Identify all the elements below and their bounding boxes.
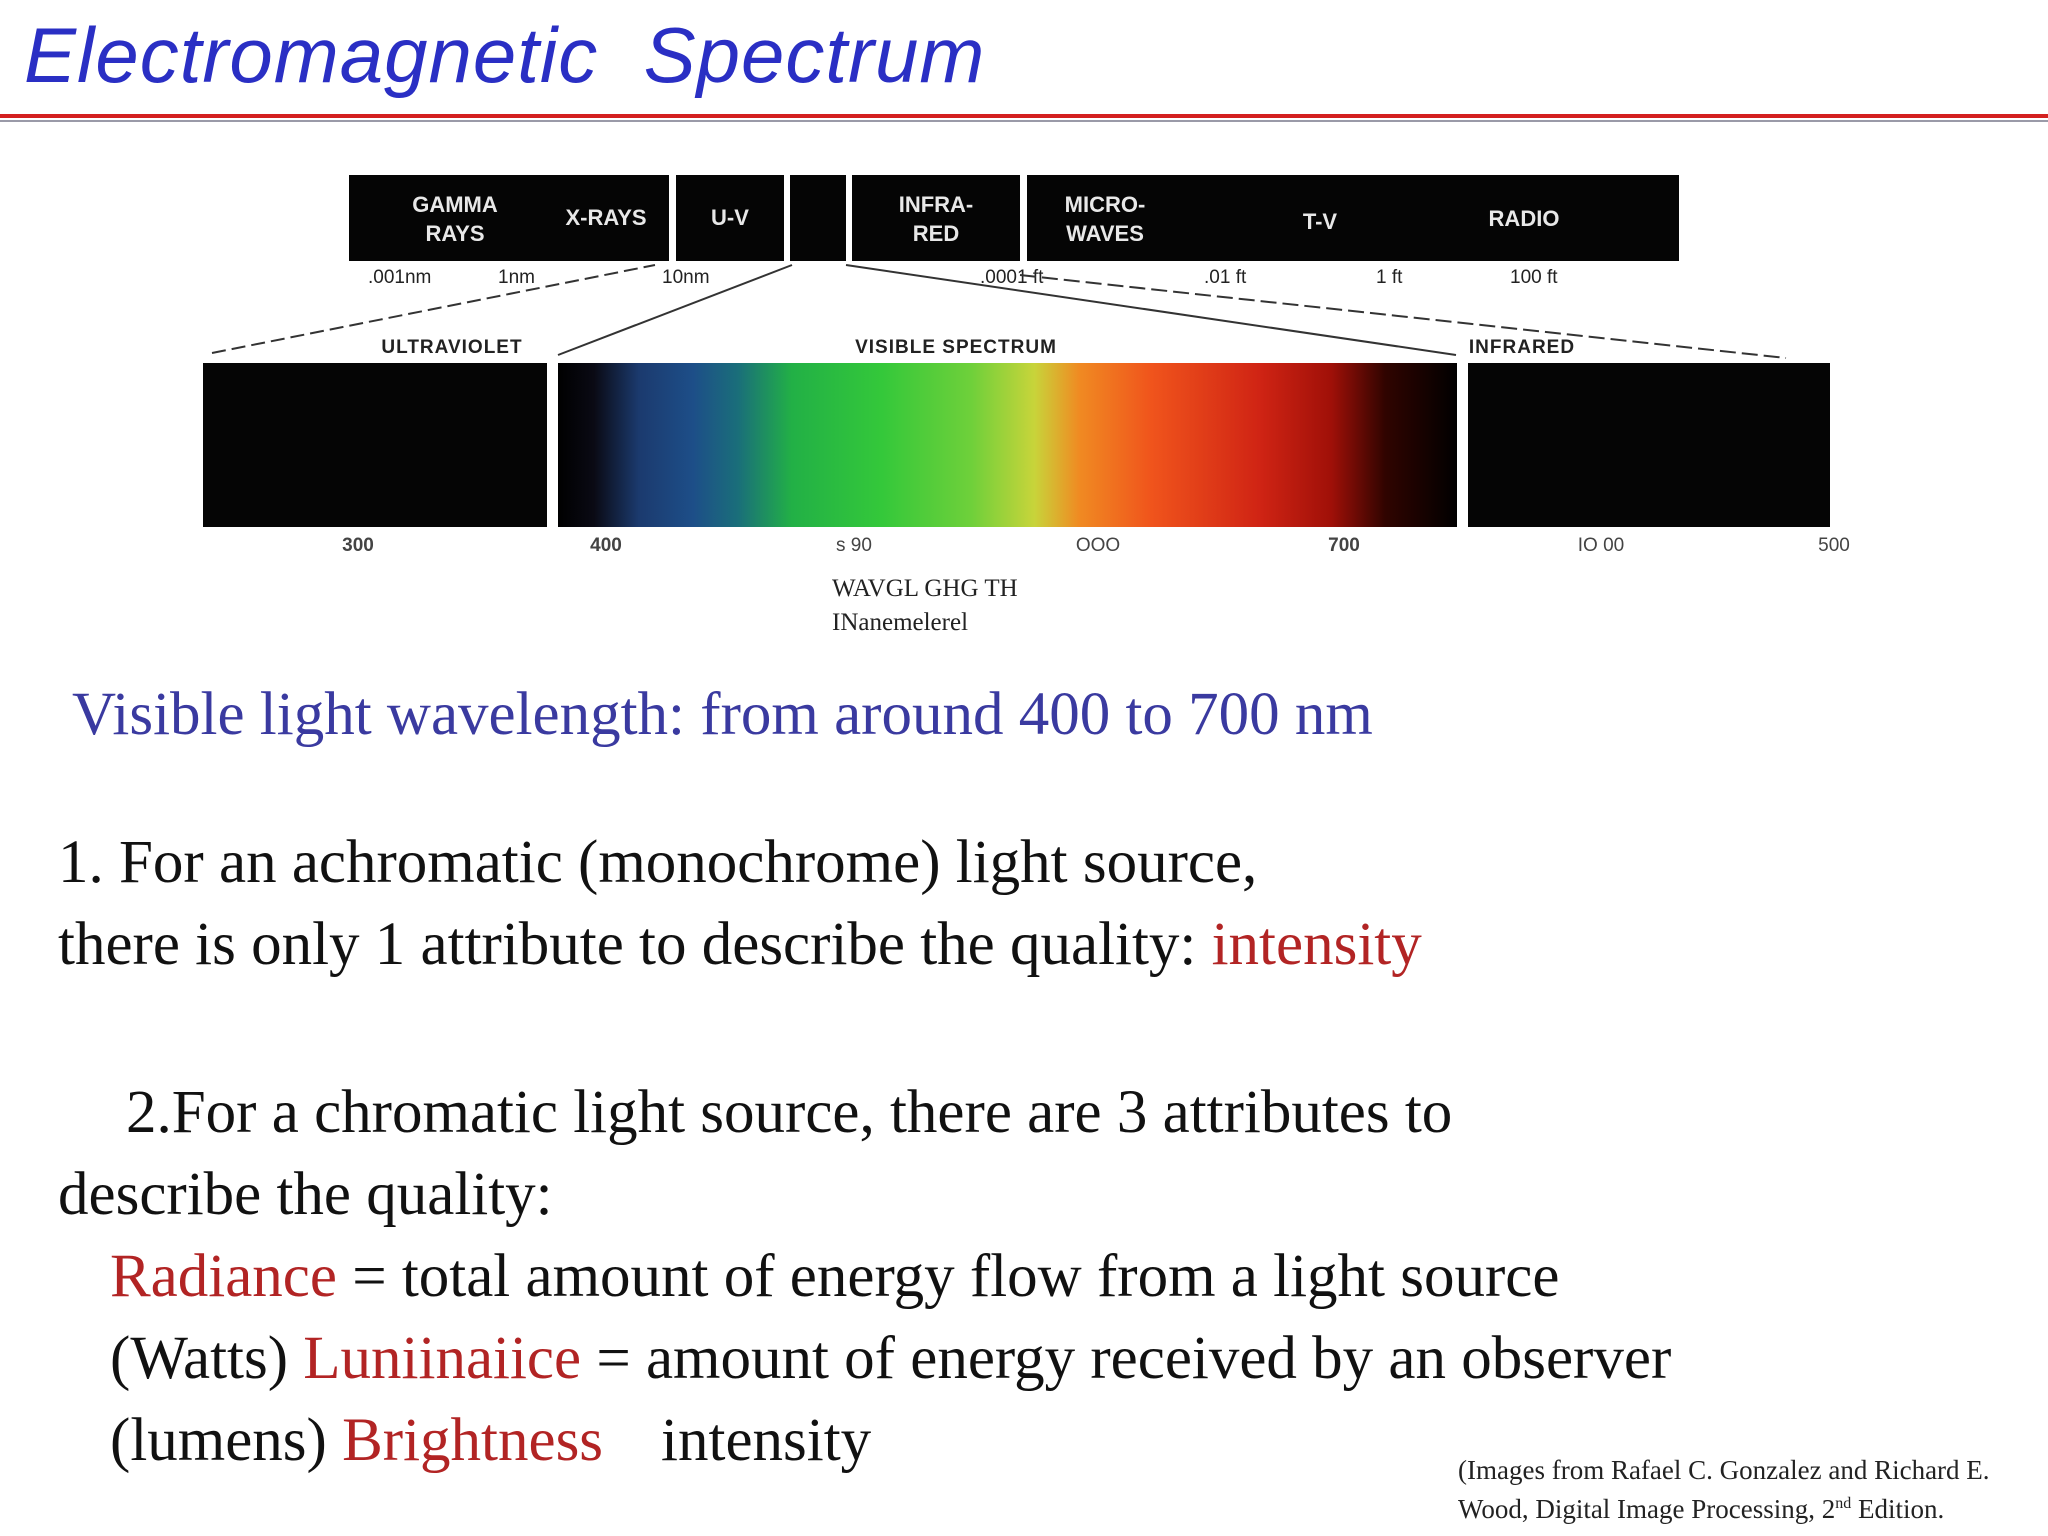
infrared-panel [1468,363,1830,527]
point1-line1: 1. For an achromatic (monochrome) light … [58,829,1258,896]
tick-label: 400 [590,535,622,556]
tick-label: OOO [1076,535,1120,556]
band-box-micro-radio [1027,175,1679,261]
brightness-term: Brightness [342,1407,604,1474]
connector-lines [211,264,1787,359]
unit-label: 10nm [662,267,710,288]
ultraviolet-panel [203,363,547,527]
region-label-ultraviolet: ULTRAVIOLET [381,337,522,358]
radiance-line: Radiance = total amount of energy flow f… [110,1242,1559,1312]
tick-label: 700 [1328,535,1360,556]
luminance-line: (Watts) Luniinaiice = amount of energy r… [110,1324,1671,1394]
band-label-radio: RADIO [1489,206,1560,231]
luminance-term: Luniinaiice [303,1325,582,1392]
title-rule-gray [0,120,2048,122]
band-box-uv [676,175,784,261]
band-box-visible [790,175,846,261]
image-credit: (Images from Rafael C. Gonzalez and Rich… [1458,1453,1990,1526]
brightness-line: (lumens) Brightness intensity [110,1406,871,1476]
region-label-infrared: INFRARED [1469,337,1575,358]
unit-label: 100 ft [1510,267,1558,288]
intensity-term: intensity [1211,911,1422,978]
band-label-infra: INFRA- [899,192,974,217]
brightness-definition: intensity [661,1407,872,1474]
band-label-micro: MICRO- [1065,192,1146,217]
credit-superscript: nd [1835,1495,1852,1512]
radiance-definition: = total amount of energy flow from a lig… [336,1243,1560,1310]
band-label-tv: T-V [1303,209,1338,234]
visible-range-text: Visible light wavelength: from around 40… [72,681,1373,748]
lumens-unit: (lumens) [110,1407,343,1474]
point1-line2: there is only 1 attribute to describe th… [58,910,1422,980]
tick-label: 500 [1818,535,1850,556]
axis-label-wavelength: WAVGL GHG TH [832,575,1018,602]
unit-label: 1 ft [1376,267,1403,288]
region-label-visible: VISIBLE SPECTRUM [855,337,1057,358]
unit-label: 1nm [498,267,535,288]
credit-line2-end: Edition. [1851,1494,1945,1524]
band-label-uv: U-V [711,205,749,230]
tick-label: IO 00 [1578,535,1624,556]
band-label-red: RED [913,221,959,246]
point2-line1: 2.For a chromatic light source, there ar… [126,1079,1453,1146]
point2-line2: describe the quality: [58,1161,553,1228]
slide-title: Electromagnetic Spectrum [24,11,986,99]
band-label-waves: WAVES [1066,221,1144,246]
credit-line2: Wood, Digital Image Processing, 2nd Edit… [1458,1487,1990,1526]
visible-spectrum-panel [558,363,1457,527]
band-box-infrared [852,175,1020,261]
unit-label: .001nm [368,267,431,288]
credit-line1: (Images from Rafael C. Gonzalez and Rich… [1458,1455,1990,1485]
title-rule-red [0,114,2048,118]
band-label-gamma: GAMMA [412,192,498,217]
band-label-rays: RAYS [425,221,484,246]
credit-line2-text: Wood, Digital Image Processing, 2 [1458,1494,1836,1524]
spectrum-diagram: GAMMA RAYS X-RAYS U-V INFRA- RED MICRO- … [203,175,1850,636]
band-label-xrays: X-RAYS [565,205,646,230]
luminance-definition: = amount of energy received by an observ… [581,1325,1672,1392]
axis-label-units: INanemelerel [832,609,968,636]
unit-label: .0001 ft [980,267,1044,288]
tick-label: s 90 [836,535,872,556]
point1-line2-text: there is only 1 attribute to describe th… [58,911,1212,978]
tick-label: 300 [342,535,374,556]
unit-label: .01 ft [1204,267,1247,288]
band-box-gamma-xray [349,175,669,261]
watts-unit: (Watts) [110,1325,304,1392]
radiance-term: Radiance [110,1243,337,1310]
